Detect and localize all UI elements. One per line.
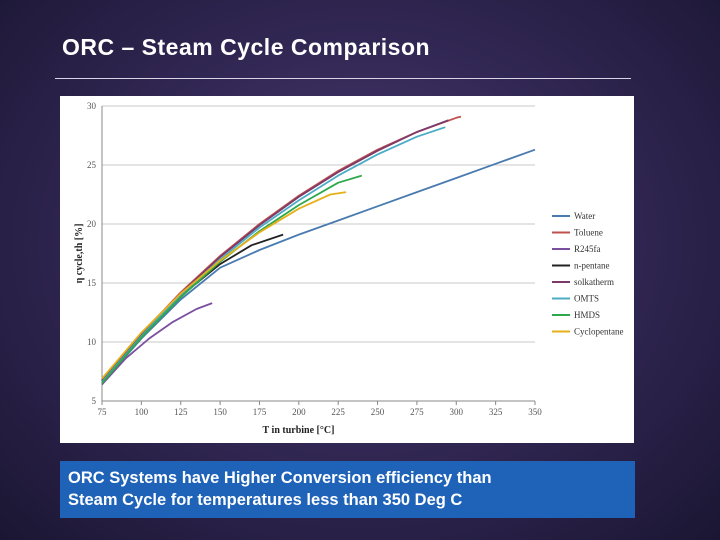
legend-label: Cyclopentane — [574, 327, 623, 337]
legend-label: solkatherm — [574, 277, 614, 287]
callout-line-2: Steam Cycle for temperatures less than 3… — [68, 491, 463, 509]
x-tick-label: 275 — [410, 407, 424, 417]
series-line — [101, 174, 363, 384]
y-tick-label: 15 — [87, 278, 97, 288]
legend-label: n-pentane — [574, 261, 609, 271]
slide-title: ORC – Steam Cycle Comparison — [62, 34, 431, 60]
x-tick-label: 300 — [450, 407, 464, 417]
y-tick-label: 25 — [87, 160, 97, 170]
y-tick-label: 5 — [92, 396, 97, 406]
y-tick-label: 30 — [87, 101, 97, 111]
efficiency-chart: 5 10 15 20 25 30 75 100 125 150 175 200 225 250 275 300… — [60, 96, 634, 443]
series-line — [101, 148, 536, 384]
x-tick-label: 250 — [371, 407, 385, 417]
legend-label: R245fa — [574, 244, 601, 254]
chart-svg: 5 10 15 20 25 30 75 100 125 150 175 200 225 250 275 300… — [74, 101, 623, 436]
conclusion-callout: ORC Systems have Higher Conversion effic… — [60, 461, 635, 518]
series-line — [101, 126, 446, 383]
x-tick-label: 150 — [213, 407, 227, 417]
x-tick-label: 100 — [135, 407, 149, 417]
x-tick-label: 225 — [331, 407, 345, 417]
series-line — [101, 115, 462, 381]
legend-label: OMTS — [574, 294, 599, 304]
y-tick-label: 10 — [87, 337, 97, 347]
x-tick-label: 325 — [489, 407, 503, 417]
y-tick-label: 20 — [87, 219, 97, 229]
title-divider — [55, 78, 631, 79]
series-line — [101, 233, 284, 382]
x-tick-label: 175 — [253, 407, 267, 417]
legend-label: HMDS — [574, 310, 600, 320]
x-tick-label: 350 — [528, 407, 542, 417]
x-tick-label: 125 — [174, 407, 188, 417]
x-axis-label: T in turbine [°C] — [263, 425, 335, 436]
y-axis-label: η cycle,th [%] — [74, 224, 85, 284]
x-tick-label: 75 — [98, 407, 108, 417]
series-line — [101, 302, 213, 386]
x-tick-label: 200 — [292, 407, 306, 417]
legend-label: Toluene — [574, 228, 603, 238]
legend-label: Water — [574, 211, 595, 221]
series-line — [101, 119, 449, 381]
series-line — [101, 191, 347, 380]
callout-line-1: ORC Systems have Higher Conversion effic… — [68, 469, 492, 487]
